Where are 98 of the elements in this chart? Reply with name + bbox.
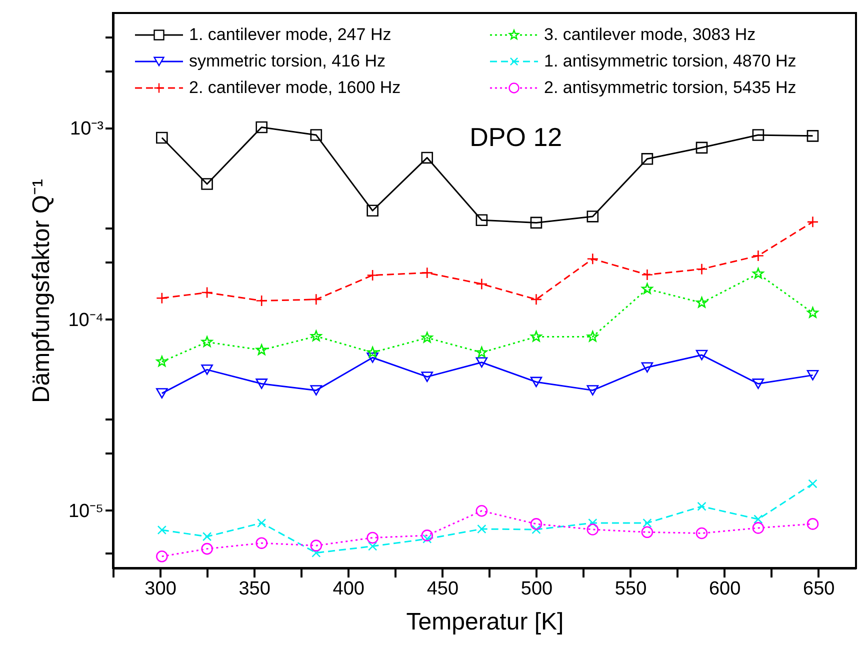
point <box>696 527 708 540</box>
point <box>588 518 598 528</box>
point <box>641 526 654 538</box>
point <box>752 522 764 534</box>
point <box>201 336 213 347</box>
point <box>201 178 213 190</box>
point <box>697 502 706 511</box>
point <box>754 514 763 524</box>
point <box>586 385 599 396</box>
point <box>310 294 322 306</box>
x-tick-label: 450 <box>426 578 459 600</box>
point <box>641 268 654 281</box>
point <box>201 364 213 375</box>
point <box>201 542 213 555</box>
point <box>476 214 488 226</box>
point <box>586 524 599 536</box>
point <box>366 269 378 282</box>
point <box>696 142 708 154</box>
point <box>310 385 322 396</box>
y-axis-title: Dämpfungsfaktor Q⁻¹ <box>28 178 56 404</box>
point <box>476 357 488 368</box>
point <box>696 263 708 275</box>
point <box>587 330 598 342</box>
point <box>696 296 708 308</box>
point <box>421 530 434 542</box>
point <box>421 152 434 164</box>
point <box>806 518 819 530</box>
point <box>476 346 488 358</box>
point <box>476 504 488 517</box>
x-tick-label: 650 <box>803 578 835 600</box>
point <box>366 346 378 358</box>
x-tick-label: 600 <box>708 578 741 600</box>
point <box>256 294 268 307</box>
point <box>157 525 166 535</box>
point <box>256 537 268 549</box>
point <box>641 362 654 373</box>
legend-label: 2. cantilever mode, 1600 Hz <box>189 78 401 97</box>
point <box>156 356 168 367</box>
point <box>310 540 322 552</box>
point <box>421 266 434 279</box>
x-tick-label: 500 <box>520 578 553 600</box>
point <box>422 534 432 544</box>
point <box>530 216 542 229</box>
legend-label: 1. cantilever mode, 247 Hz <box>189 25 392 44</box>
annotation: DPO 12 <box>470 122 562 152</box>
point <box>366 204 378 217</box>
point <box>421 372 434 382</box>
point <box>256 378 268 389</box>
point <box>202 532 212 542</box>
point <box>310 330 322 342</box>
point <box>752 129 764 141</box>
point <box>421 332 433 343</box>
point <box>368 542 378 551</box>
point <box>530 376 542 388</box>
point <box>586 252 599 265</box>
point <box>532 524 541 534</box>
point <box>530 330 542 342</box>
point <box>641 153 654 165</box>
y-tick-label: 10⁻⁴ <box>68 310 104 331</box>
x-tick-label: 300 <box>144 578 176 600</box>
point <box>806 216 819 228</box>
legend-label: symmetric torsion, 416 Hz <box>189 52 386 70</box>
point <box>310 129 322 141</box>
point <box>366 532 378 544</box>
point <box>477 524 486 534</box>
point <box>256 344 268 355</box>
point <box>752 378 764 389</box>
point <box>476 278 488 290</box>
point <box>642 518 652 528</box>
legend-label: 2. antisymmetric torsion, 5435 Hz <box>544 78 796 97</box>
point <box>256 121 268 134</box>
point <box>752 268 764 279</box>
point <box>156 550 168 562</box>
point <box>156 388 168 398</box>
x-tick-label: 550 <box>614 578 647 600</box>
point <box>312 548 321 558</box>
point <box>201 286 213 298</box>
point <box>586 210 599 222</box>
x-tick-label: 400 <box>332 578 364 600</box>
point <box>752 250 764 262</box>
y-tick-label: 10⁻³ <box>70 118 104 140</box>
point <box>156 292 168 304</box>
point <box>530 294 542 306</box>
point <box>366 352 378 363</box>
point <box>806 130 819 142</box>
point <box>807 306 818 318</box>
point <box>257 518 266 528</box>
y-tick-label: 10⁻⁵ <box>68 500 104 522</box>
legend-label: 1. antisymmetric torsion, 4870 Hz <box>544 52 796 70</box>
point <box>530 518 542 530</box>
point <box>642 283 653 294</box>
point <box>156 132 168 144</box>
x-axis-title: Temperatur [K] <box>406 608 564 636</box>
point <box>806 370 819 380</box>
legend-label: 3. cantilever mode, 3083 Hz <box>544 25 756 44</box>
x-tick-label: 350 <box>238 578 270 600</box>
point <box>808 479 818 488</box>
point <box>696 350 708 360</box>
